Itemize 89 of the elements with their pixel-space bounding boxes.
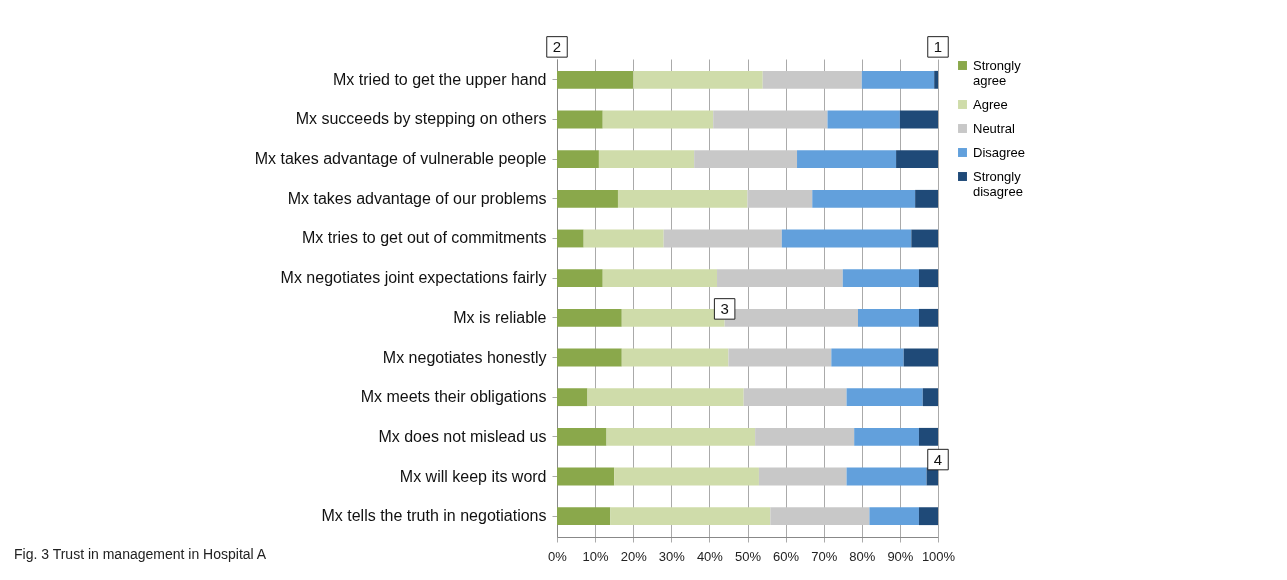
annotation: 2	[552, 37, 562, 55]
x-tick-label: 100%	[921, 548, 956, 564]
bar	[557, 150, 599, 169]
x-tick-label: 40%	[696, 548, 724, 564]
bar	[602, 110, 714, 129]
bar	[557, 189, 618, 208]
y-tick-label: Mx tried to get the upper hand	[333, 70, 547, 88]
bar	[762, 70, 862, 89]
bar	[583, 229, 664, 248]
y-tick-label: Mx negotiates honestly	[382, 348, 547, 366]
x-tick-label: 0%	[548, 548, 568, 564]
caption: Fig. 3 Trust in management in Hospital A	[14, 546, 267, 562]
y-tick-label: Mx does not mislead us	[378, 427, 547, 445]
bar	[633, 70, 763, 89]
bar	[797, 150, 897, 169]
x-tick-label: 70%	[811, 548, 838, 564]
bar	[934, 70, 938, 89]
legend-label: Strongly agree	[973, 57, 1022, 88]
bar	[557, 269, 603, 288]
bar	[557, 427, 607, 446]
bar	[598, 150, 695, 169]
y-tick-label: Mx will keep its word	[399, 467, 547, 485]
bar	[557, 308, 622, 327]
bar	[663, 229, 782, 248]
bar	[854, 427, 919, 446]
legend-label: Disagree	[973, 144, 1026, 160]
bar	[770, 507, 870, 526]
bar	[557, 388, 588, 407]
bar	[812, 189, 916, 208]
bar	[614, 467, 759, 486]
bar	[842, 269, 919, 288]
bar	[755, 427, 855, 446]
bar	[903, 348, 938, 367]
bar	[621, 348, 729, 367]
bar	[846, 467, 927, 486]
bar	[557, 229, 584, 248]
bar	[918, 308, 938, 327]
bar	[922, 388, 938, 407]
x-tick-label: 80%	[849, 548, 876, 564]
bar	[557, 110, 603, 129]
x-tick-label: 90%	[887, 548, 914, 564]
y-tick-label: Mx negotiates joint expectations fairly	[280, 269, 547, 287]
bar	[781, 229, 912, 248]
y-tick-label: Mx is reliable	[453, 308, 547, 326]
legend-label: Agree	[973, 96, 1008, 112]
bar	[861, 70, 935, 89]
annotation: 1	[933, 37, 943, 55]
x-tick-label: 30%	[658, 548, 686, 564]
y-tick-label: Mx takes advantage of our problems	[287, 189, 547, 207]
bar	[557, 348, 622, 367]
bar	[869, 507, 919, 526]
bar	[846, 388, 923, 407]
annotation: 4	[933, 450, 943, 468]
bar	[758, 467, 847, 486]
x-tick-label: 50%	[734, 548, 762, 564]
bar	[606, 427, 756, 446]
y-tick-label: Mx takes advantage of vulnerable people	[254, 150, 547, 168]
y-tick-label: Mx succeeds by stepping on others	[295, 110, 547, 128]
bar	[915, 189, 938, 208]
bar	[694, 150, 798, 169]
x-tick-label: 60%	[773, 548, 800, 564]
bar	[918, 507, 938, 526]
bar	[610, 507, 771, 526]
bar	[831, 348, 904, 367]
y-tick-label: Mx meets their obligations	[360, 388, 547, 406]
bar	[557, 70, 634, 89]
bar	[602, 269, 718, 288]
bar	[587, 388, 744, 407]
bar	[713, 110, 828, 129]
annotation: 3	[720, 299, 729, 317]
bar	[557, 467, 615, 486]
bar	[617, 189, 748, 208]
y-tick-label: Mx tells the truth in negotiations	[321, 507, 547, 525]
legend-label: Strongly disagree	[973, 168, 1023, 199]
bar	[857, 308, 919, 327]
bar	[717, 269, 843, 288]
bar	[827, 110, 900, 129]
y-tick-label: Mx tries to get out of commitments	[301, 229, 547, 247]
bar	[557, 507, 611, 526]
legend-label: Neutral	[973, 120, 1016, 136]
x-tick-label: 10%	[582, 548, 610, 564]
bar	[743, 388, 847, 407]
bar	[896, 150, 938, 169]
bar	[918, 269, 938, 288]
bar	[911, 229, 938, 248]
x-tick-label: 20%	[620, 548, 648, 564]
bar	[747, 189, 813, 208]
bar	[728, 348, 832, 367]
bar	[899, 110, 938, 129]
